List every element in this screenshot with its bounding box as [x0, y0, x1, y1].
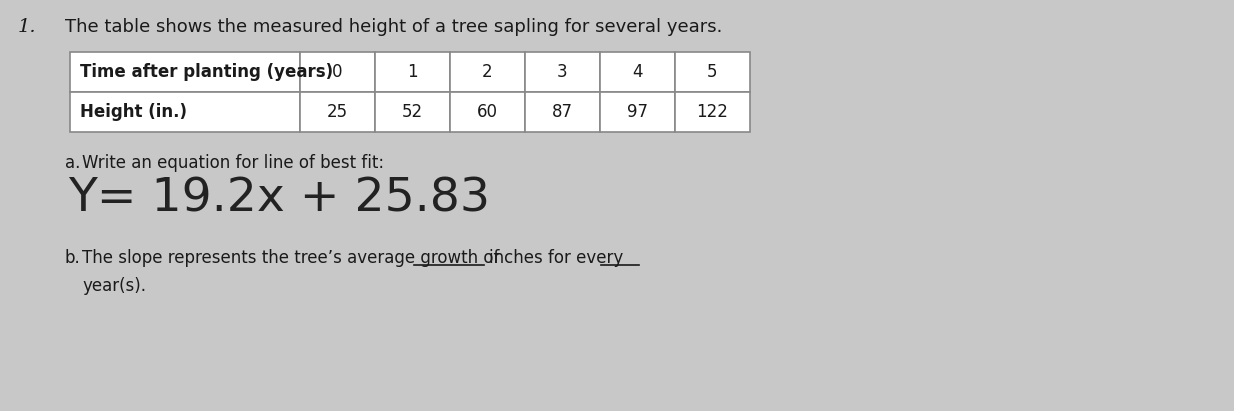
Bar: [300, 92, 375, 132]
Text: 60: 60: [478, 103, 499, 121]
Text: Write an equation for line of best fit:: Write an equation for line of best fit:: [81, 154, 384, 172]
Text: inches for every: inches for every: [490, 249, 623, 267]
Bar: [675, 92, 750, 132]
Text: 122: 122: [696, 103, 728, 121]
Bar: [600, 92, 675, 132]
Text: The slope represents the tree’s average growth of: The slope represents the tree’s average …: [81, 249, 500, 267]
Text: 1.: 1.: [19, 18, 37, 36]
Bar: [70, 52, 300, 92]
Bar: [450, 52, 524, 92]
Bar: [375, 92, 450, 132]
Text: 25: 25: [327, 103, 348, 121]
Text: 1: 1: [407, 63, 418, 81]
Bar: [600, 52, 675, 92]
Bar: [524, 92, 600, 132]
Bar: [675, 52, 750, 92]
Bar: [300, 52, 375, 92]
Text: The table shows the measured height of a tree sapling for several years.: The table shows the measured height of a…: [65, 18, 722, 36]
Bar: [375, 52, 450, 92]
Bar: [450, 92, 524, 132]
Text: year(s).: year(s).: [81, 277, 146, 295]
Text: Y= 19.2x + 25.83: Y= 19.2x + 25.83: [68, 176, 490, 221]
Text: b.: b.: [65, 249, 80, 267]
Bar: [70, 92, 300, 132]
Bar: [524, 52, 600, 92]
Text: Height (in.): Height (in.): [80, 103, 188, 121]
Text: 87: 87: [552, 103, 573, 121]
Text: 0: 0: [332, 63, 343, 81]
Text: 2: 2: [482, 63, 492, 81]
Text: 52: 52: [402, 103, 423, 121]
Text: a.: a.: [65, 154, 80, 172]
Text: Time after planting (years): Time after planting (years): [80, 63, 333, 81]
Text: 5: 5: [707, 63, 718, 81]
Text: 97: 97: [627, 103, 648, 121]
Text: 4: 4: [632, 63, 643, 81]
Text: 3: 3: [558, 63, 568, 81]
